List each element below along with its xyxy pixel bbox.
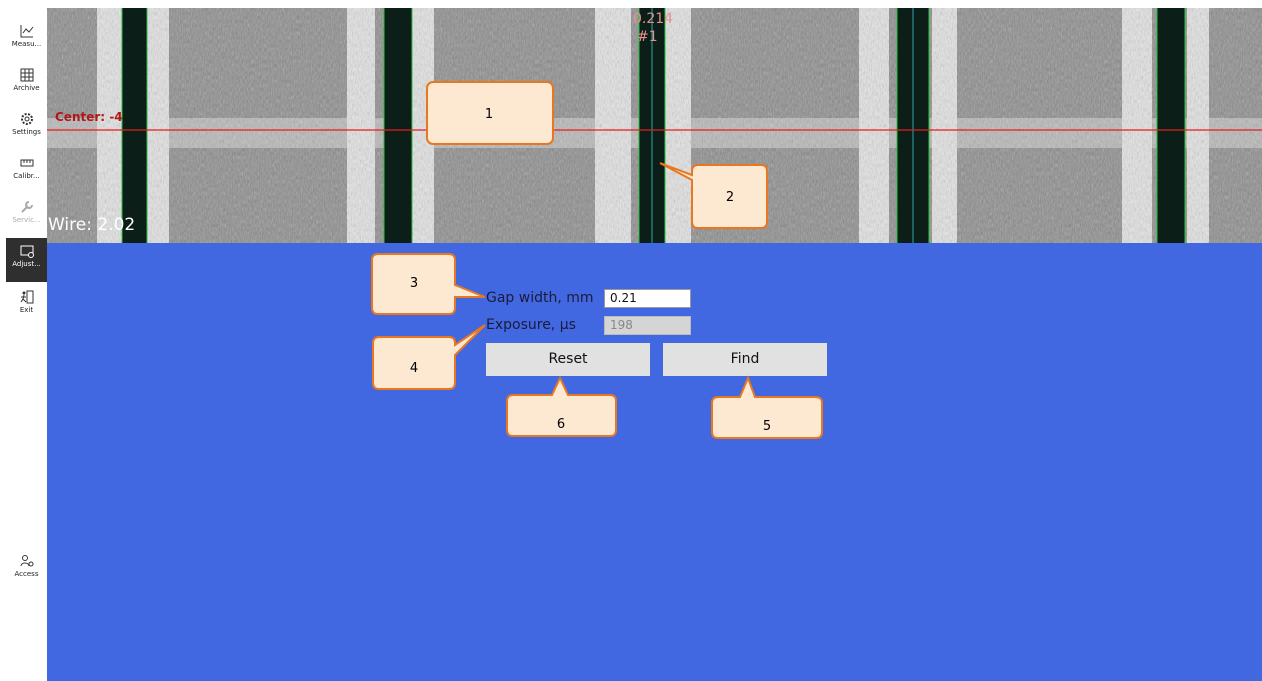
nav-label: Settings [12,128,41,136]
sidebar: Measu... Archive Settings Calibr... Serv… [6,8,47,681]
nav-archive[interactable]: Archive [6,62,47,106]
nav-label: Archive [13,84,39,92]
gap-width-input[interactable]: 0.21 [604,289,691,308]
nav-settings[interactable]: Settings [6,106,47,150]
gap-width-label: Gap width, mm [486,290,594,306]
nav-label: Exit [20,306,33,314]
settings-panel [47,243,1262,681]
measure-value: 0.214 [633,11,673,27]
nav-access[interactable]: Access [6,548,47,592]
nav-label: Adjust... [12,260,41,268]
find-button[interactable]: Find [663,343,827,376]
nav-label: Access [15,570,39,578]
nav-label: Servic... [12,216,40,224]
measure-id: #1 [637,29,658,45]
nav-label: Calibr... [13,172,39,180]
nav-adjust[interactable]: Adjust... [6,238,47,282]
wire-label: Wire: 2.02 [48,215,135,235]
center-label: Center: -4 [55,110,123,124]
reset-button[interactable]: Reset [486,343,650,376]
nav-service[interactable]: Servic... [6,194,47,238]
nav-exit[interactable]: Exit [6,284,47,328]
exposure-label: Exposure, µs [486,317,576,333]
nav-calibration[interactable]: Calibr... [6,150,47,194]
exposure-input: 198 [604,316,691,335]
nav-label: Measu... [12,40,41,48]
page: Measu... Archive Settings Calibr... Serv… [0,0,1262,681]
camera-image: Center: -4 Wire: 2.02 0.214 #1 [47,8,1262,243]
nav-measure[interactable]: Measu... [6,18,47,62]
